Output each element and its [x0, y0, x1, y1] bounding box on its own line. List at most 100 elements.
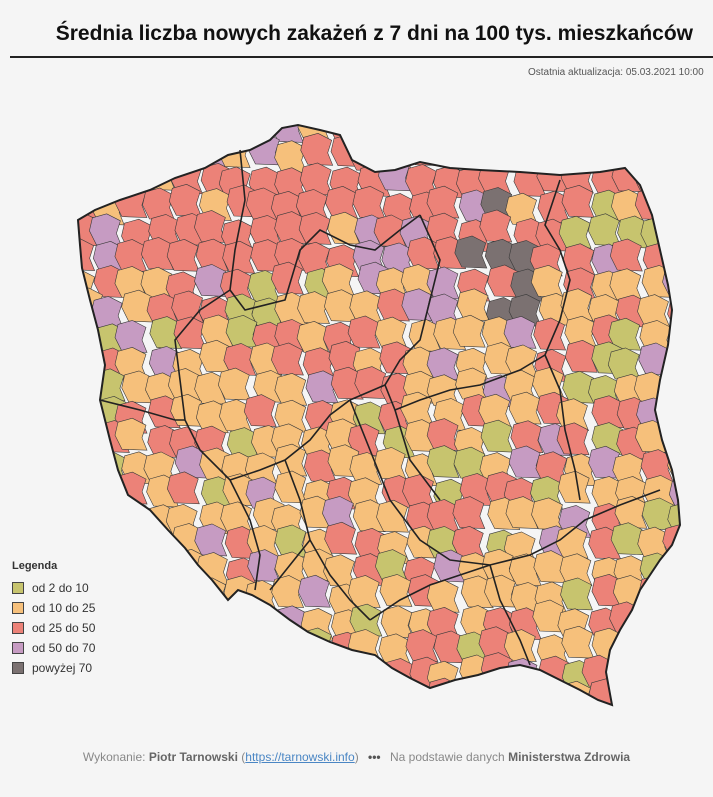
county-region — [146, 293, 180, 326]
footer-prefix: Wykonanie: — [82, 750, 146, 764]
county-region — [194, 125, 227, 146]
county-region — [78, 502, 97, 535]
county-region — [379, 574, 413, 607]
county-region — [298, 212, 332, 245]
county-region — [89, 678, 123, 705]
county-region — [168, 600, 201, 634]
county-region — [426, 579, 460, 613]
county-region — [560, 288, 594, 322]
county-region — [406, 236, 440, 270]
county-region — [537, 190, 571, 224]
county-region — [143, 633, 176, 666]
footer: Wykonanie: Piotr Tarnowski (https://tarn… — [82, 750, 631, 764]
county-region — [640, 681, 674, 705]
county-region — [166, 238, 200, 272]
county-region — [638, 125, 671, 143]
county-region — [638, 342, 672, 376]
legend-swatch — [12, 602, 24, 614]
legend-title: Legenda — [12, 560, 58, 572]
county-region — [667, 135, 680, 168]
county-region — [662, 210, 680, 244]
county-region — [458, 684, 492, 705]
county-region — [300, 627, 333, 661]
county-region — [636, 630, 670, 663]
poland-county-map — [76, 123, 682, 740]
county-region — [374, 679, 407, 705]
county-region — [407, 125, 441, 142]
county-region — [78, 322, 99, 356]
county-region — [114, 704, 148, 705]
county-region — [220, 268, 253, 302]
separator-dots: ••• — [368, 750, 381, 764]
county-region — [303, 449, 337, 483]
county-region — [503, 683, 537, 705]
county-region — [560, 577, 593, 611]
county-region — [637, 294, 670, 327]
county-region — [458, 552, 491, 586]
county-region — [274, 399, 308, 433]
county-region — [611, 634, 645, 668]
county-region — [296, 320, 330, 354]
county-region — [172, 125, 206, 140]
county-region — [121, 522, 155, 555]
county-region — [274, 524, 308, 558]
county-region — [89, 213, 122, 247]
county-region — [217, 367, 251, 401]
county-region — [223, 125, 257, 144]
county-region — [479, 209, 513, 243]
county-region — [662, 372, 680, 406]
county-region — [640, 449, 674, 482]
county-region — [459, 140, 493, 173]
county-region — [148, 679, 182, 705]
last-update-text: Ostatnia aktualizacja: 05.03.2021 10:00 — [528, 67, 704, 78]
county-region — [169, 658, 203, 692]
county-region — [325, 661, 359, 694]
county-region — [347, 423, 381, 457]
county-region — [588, 678, 622, 705]
county-region — [325, 185, 358, 219]
voivodeship-borders — [99, 149, 661, 666]
county-region — [223, 706, 255, 738]
legend-swatch — [12, 622, 24, 634]
legend-label: od 10 do 25 — [32, 601, 96, 615]
county-region — [199, 653, 233, 686]
county-region — [564, 339, 598, 373]
county-region — [91, 633, 125, 667]
county-region — [664, 704, 680, 705]
county-region — [143, 125, 177, 142]
county-region — [582, 709, 614, 740]
county-region — [78, 396, 102, 430]
county-region — [297, 291, 330, 324]
county-region — [638, 575, 672, 608]
county-region — [88, 478, 121, 512]
county-region — [667, 653, 680, 687]
county-region — [662, 685, 680, 705]
county-region — [376, 499, 409, 533]
county-region — [114, 417, 148, 451]
footer-link[interactable]: https://tarnowski.info — [245, 750, 355, 764]
county-region — [219, 631, 253, 665]
county-region — [249, 215, 283, 248]
county-region — [402, 474, 435, 507]
county-region — [378, 633, 412, 667]
county-region — [608, 317, 642, 351]
county-region — [561, 625, 595, 659]
county-region — [78, 238, 96, 271]
legend-swatch — [12, 642, 24, 654]
map-title: Średnia liczba nowych zakażeń z 7 dni na… — [55, 22, 693, 45]
county-region — [227, 659, 260, 693]
county-region — [426, 660, 460, 694]
county-region — [478, 393, 512, 427]
county-region — [452, 496, 486, 529]
county-region — [121, 603, 155, 636]
county-region — [557, 133, 590, 166]
county-region — [324, 521, 358, 555]
county-region — [609, 268, 643, 302]
county-region — [140, 599, 174, 633]
county-region — [643, 708, 675, 740]
county-region — [407, 133, 441, 167]
county-region — [297, 574, 331, 608]
county-region — [617, 680, 651, 705]
county-region — [139, 134, 173, 168]
county-region — [270, 261, 304, 295]
